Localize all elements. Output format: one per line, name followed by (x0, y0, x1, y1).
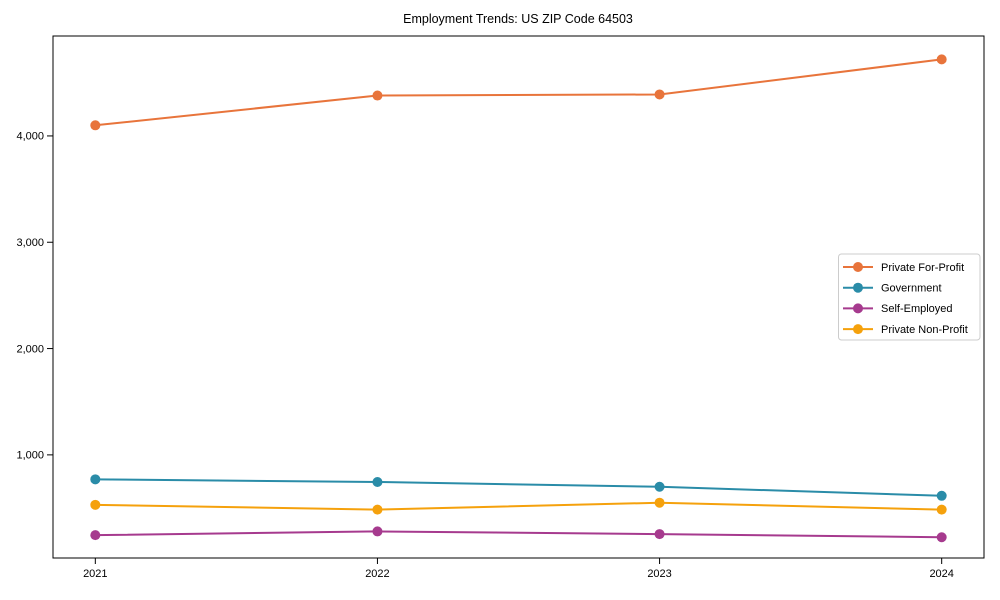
legend-label: Private For-Profit (881, 262, 964, 274)
y-tick-label: 4,000 (16, 131, 44, 143)
data-point-private-for-profit (372, 90, 383, 101)
data-point-self-employed (654, 529, 665, 540)
legend-marker-dot (853, 262, 863, 272)
data-point-private-non-profit (372, 504, 383, 515)
legend-item: Private For-Profit (843, 262, 964, 274)
legend-label: Government (881, 283, 942, 295)
series-line-private-for-profit (95, 58, 942, 127)
legend-item: Self-Employed (843, 303, 953, 315)
legend-label: Private Non-Profit (881, 324, 968, 336)
data-point-self-employed (90, 530, 101, 541)
data-point-self-employed (936, 532, 947, 543)
axes: 1,000 2,000 3,000 4,000 2021 2022 2023 2024 (16, 35, 985, 580)
data-point-private-non-profit (90, 499, 101, 510)
legend-marker-dot (853, 303, 863, 314)
series-line-private-non-profit (95, 501, 942, 511)
data-point-government (90, 474, 101, 485)
y-tick-label: 1,000 (16, 450, 44, 462)
legend: Private For-Profit Government Self-Employe… (838, 253, 981, 341)
legend-marker-dot (853, 324, 863, 335)
legend-label: Self-Employed (881, 303, 953, 315)
data-point-private-for-profit (654, 89, 665, 100)
series-line-government (95, 478, 942, 497)
legend-marker-dot (853, 282, 863, 293)
x-tick-label: 2021 (83, 568, 107, 580)
data-point-private-for-profit (936, 54, 947, 65)
legend-box (838, 253, 981, 341)
y-tick-label: 2,000 (16, 343, 44, 355)
data-point-private-non-profit (936, 504, 947, 515)
x-tick-label: 2023 (647, 568, 671, 580)
plot-area (90, 54, 947, 543)
data-point-government (936, 490, 947, 501)
data-point-self-employed (372, 526, 383, 537)
x-tick-label: 2022 (365, 568, 389, 580)
legend-item: Government (843, 283, 942, 295)
data-point-private-non-profit (654, 497, 665, 508)
chart-title: Employment Trends: US ZIP Code 64503 (403, 12, 633, 26)
legend-item: Private Non-Profit (843, 324, 968, 336)
data-point-government (372, 476, 383, 487)
x-tick-label: 2024 (929, 568, 953, 580)
plot-frame (52, 35, 985, 559)
series-line-self-employed (95, 530, 942, 539)
y-tick-label: 3,000 (16, 237, 44, 249)
data-point-private-for-profit (90, 120, 101, 131)
data-point-government (654, 481, 665, 492)
